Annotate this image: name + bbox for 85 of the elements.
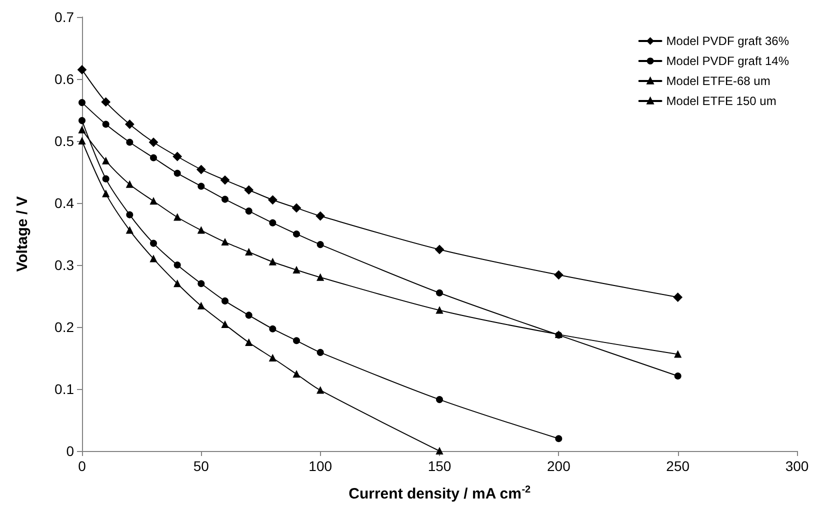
- point: [102, 175, 110, 182]
- point: [198, 226, 205, 234]
- point: [126, 180, 134, 188]
- point: [673, 292, 682, 302]
- point: [245, 339, 252, 346]
- point: [316, 212, 325, 221]
- point: [78, 65, 86, 74]
- point: [293, 230, 300, 238]
- point: [436, 289, 443, 296]
- point: [435, 245, 444, 254]
- point: [198, 280, 205, 288]
- point: [436, 396, 443, 404]
- y-axis-title: Voltage / V: [14, 196, 31, 272]
- point: [268, 195, 278, 204]
- point: [222, 297, 228, 304]
- point: [198, 182, 205, 190]
- y-tick-label: 0: [66, 443, 74, 459]
- y-tick-label: 0.4: [54, 195, 74, 211]
- point: [244, 185, 254, 194]
- legend-label: Model ETFE-68 um: [666, 74, 770, 88]
- point: [102, 120, 110, 128]
- x-tick-label: 50: [193, 458, 210, 474]
- point: [150, 154, 157, 162]
- x-tick-label: 100: [308, 458, 332, 474]
- point: [269, 354, 276, 362]
- x-tick-label: 0: [78, 458, 86, 474]
- point: [554, 270, 564, 280]
- legend-label: Model PVDF graft 14%: [666, 54, 790, 68]
- point: [293, 266, 300, 274]
- point: [174, 280, 181, 288]
- point: [150, 240, 157, 247]
- point: [149, 138, 158, 147]
- point: [126, 226, 134, 234]
- y-tick-label: 0.2: [54, 319, 74, 335]
- point: [174, 214, 181, 221]
- y-tick-label: 0.7: [54, 9, 74, 25]
- point: [293, 370, 300, 378]
- point: [674, 372, 682, 380]
- point: [674, 350, 682, 358]
- point: [245, 248, 252, 256]
- point: [78, 117, 86, 124]
- point: [222, 321, 228, 328]
- point: [150, 255, 157, 262]
- point: [316, 241, 324, 248]
- point: [316, 348, 324, 356]
- x-tick-label: 200: [546, 458, 571, 474]
- point: [292, 203, 301, 212]
- point: [220, 176, 230, 185]
- point: [555, 435, 562, 442]
- point: [102, 190, 110, 198]
- point: [245, 312, 252, 319]
- x-tick-label: 150: [428, 458, 452, 474]
- point: [436, 448, 443, 454]
- point: [174, 262, 181, 268]
- point: [78, 99, 86, 106]
- point: [78, 126, 86, 134]
- point: [126, 211, 134, 218]
- point: [126, 138, 134, 146]
- point: [150, 198, 157, 205]
- point: [101, 97, 110, 106]
- point: [172, 152, 182, 161]
- point: [269, 258, 276, 266]
- x-tick-label: 300: [785, 458, 809, 474]
- point: [293, 337, 300, 344]
- point: [78, 138, 86, 144]
- point: [102, 157, 110, 164]
- x-tick-label: 250: [666, 458, 690, 474]
- point: [245, 208, 252, 215]
- point: [196, 165, 206, 174]
- legend-label: Model ETFE 150 um: [666, 94, 776, 108]
- point: [198, 302, 205, 310]
- point: [174, 170, 181, 177]
- legend-label: Model PVDF graft 36%: [666, 34, 790, 48]
- point: [222, 196, 228, 203]
- point: [316, 274, 324, 281]
- y-tick-label: 0.3: [54, 257, 74, 273]
- y-tick-label: 0.6: [54, 71, 74, 87]
- point: [222, 238, 228, 246]
- point: [269, 219, 276, 226]
- point: [125, 120, 134, 129]
- point: [269, 325, 276, 332]
- y-tick-label: 0.5: [54, 133, 74, 149]
- point: [316, 386, 324, 394]
- point: [436, 306, 443, 314]
- y-tick-label: 0.1: [54, 381, 74, 397]
